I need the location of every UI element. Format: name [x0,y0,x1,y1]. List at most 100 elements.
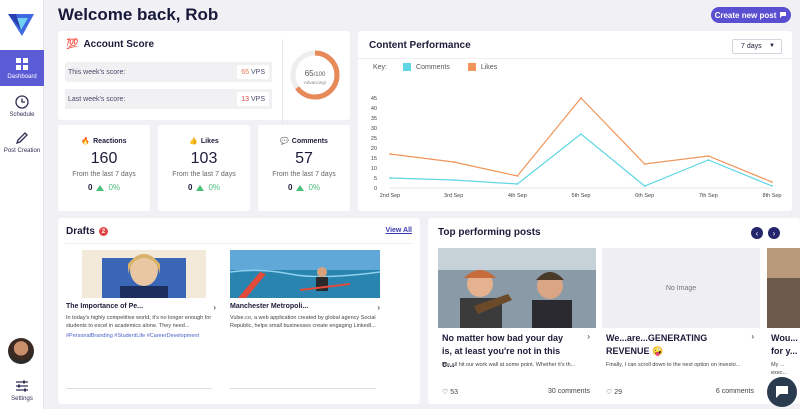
post-image [438,248,596,328]
nav-schedule-label: Schedule [9,111,35,118]
prev-arrow-button[interactable]: ‹ [751,227,763,239]
nav-settings[interactable]: Settings [0,372,44,408]
post-text: Finally, I can scroll down to the next o… [606,362,741,368]
x-tick-label: 2nd Sep [380,193,401,199]
y-tick-label: 20 [371,146,377,152]
last-week-unit: VPS [250,95,265,103]
reactions-heading: 🔥 Reactions [58,137,150,146]
next-arrow-button[interactable]: › [768,227,780,239]
avatar[interactable] [8,338,34,364]
data-point-comments [452,179,455,181]
reactions-delta-value: 0 [87,183,93,192]
post-text: We all hit our work wall at some point. … [442,362,576,368]
nav-dashboard[interactable]: Dashboard [0,50,44,86]
reactions-label: Reactions [93,137,127,145]
nav-post-creation[interactable]: Post Creation [0,124,44,160]
up-arrow-icon [296,184,305,191]
chat-widget-button[interactable] [767,377,797,407]
drafts-title: Drafts [66,226,95,237]
chevron-left-icon: ‹ [755,228,759,238]
data-point-likes [452,161,455,163]
chevron-right-icon[interactable]: › [751,332,754,341]
chat-icon [776,386,788,398]
draft-card[interactable]: Manchester Metropoli... › Vulse.co, a we… [230,248,390,391]
data-point-likes [707,155,710,157]
y-tick-label: 0 [374,186,377,192]
likes-delta-value: 0 [187,183,193,192]
chevron-right-icon[interactable]: › [587,332,590,341]
comments-card: 💬 Comments 57 From the last 7 days 0 0% [258,125,350,211]
draft-text: In today's highly competitive world, it'… [66,315,212,329]
nav-dashboard-label: Dashboard [7,73,37,80]
post-text: My ... exec... [771,362,788,376]
data-point-likes [580,97,582,99]
x-tick-label: 3rd Sep [444,193,463,199]
drafts-count-badge: 2 [98,227,108,236]
likes-delta: 0 0% [158,183,250,192]
this-week-label: This week's score: [68,68,126,76]
draft-title: The Importance of Pe... [66,303,144,310]
last-week-score-row: Last week's score: 13 VPS [65,89,272,109]
draft-text: Vulse.co, a web application created by g… [230,315,376,329]
create-new-post-button[interactable]: Create new post [711,7,791,23]
data-point-comments [580,133,582,135]
likes-pct: 0% [208,183,220,192]
draft-footer [66,388,212,389]
data-point-likes [643,163,646,165]
likes-label: Likes [200,137,219,145]
speech-bubble-icon: 💬 [280,138,289,145]
likes-swatch [467,63,476,71]
series-line-likes [389,97,773,183]
likes-value: 103 [190,150,218,167]
y-tick-label: 40 [371,106,377,112]
legend-key-label: Key: [373,63,388,71]
post-likes: ♡ 53 [442,388,458,396]
legend-comments: Comments [416,63,450,71]
this-week-score-row: This week's score: 65 VPS [65,62,272,82]
x-tick-label: 8th Sep [763,193,782,199]
post-likes-value: 29 [614,389,623,396]
data-point-comments [516,183,519,185]
view-all-link[interactable]: View All [385,227,412,234]
draft-tags: #PersonalBranding #StudentLife #CareerDe… [66,333,200,339]
this-week-score: 65 VPS [237,65,269,79]
account-score-title: Account Score [83,39,155,50]
post-card[interactable]: Wou... for y... My ... exec... [767,248,800,402]
last-week-value: 13 [241,95,249,103]
range-select[interactable]: 7 days ▼ [732,39,782,54]
fire-icon: 🔥 [81,138,91,145]
drafts-card: Drafts 2 View All The Importance of Pe..… [58,218,420,404]
reactions-pct: 0% [108,183,120,192]
comments-delta-value: 0 [287,183,293,192]
last-week-label: Last week's score: [68,95,126,103]
create-new-post-label: Create new post [714,10,777,20]
this-week-value: 65 [241,68,249,76]
comments-delta: 0 0% [258,183,350,192]
divider [65,243,413,244]
post-likes-value: 53 [450,389,459,396]
y-tick-label: 45 [371,96,377,102]
sidebar: Dashboard Schedule Post Creation Setting… [0,0,44,409]
likes-sub: From the last 7 days [172,171,236,178]
post-card[interactable]: No Image We...are...GENERATING REVENUE 🤪… [602,248,760,402]
chevron-right-icon[interactable]: › [213,303,216,312]
post-image-placeholder: No Image [602,248,760,328]
draft-image [82,250,206,298]
top-posts-card: Top performing posts ‹ › No matter how b… [428,218,800,404]
comments-swatch [403,63,412,71]
series-line-comments [389,133,773,187]
comments-heading: 💬 Comments [258,137,350,146]
sliders-icon [16,380,28,391]
post-comments: 30 comments [547,388,590,395]
nav-settings-label: Settings [11,395,33,402]
nav-schedule[interactable]: Schedule [0,88,44,124]
this-week-unit: VPS [250,68,265,76]
chevron-right-icon[interactable]: › [377,303,380,312]
heart-icon: ♡ [442,389,449,396]
x-tick-label: 4th Sep [508,193,527,199]
draft-card[interactable]: The Importance of Pe... › In today's hig… [66,248,226,391]
logo-icon[interactable] [8,14,34,38]
comments-value: 57 [295,150,313,167]
chevron-right-icon: › [772,228,776,238]
post-card[interactable]: No matter how bad your day is, at least … [438,248,596,402]
